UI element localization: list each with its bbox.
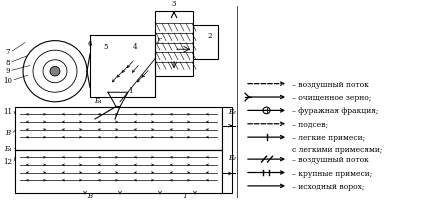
- Text: – фуражная фракция;: – фуражная фракция;: [292, 107, 379, 115]
- Text: В: В: [5, 129, 11, 137]
- Text: Б₂: Б₂: [228, 153, 236, 161]
- Text: Г: Г: [183, 191, 187, 199]
- Text: В: В: [87, 191, 93, 199]
- Text: 4: 4: [133, 43, 137, 51]
- Text: Б₂: Б₂: [228, 108, 236, 116]
- Text: с легкими примесями;: с легкими примесями;: [292, 145, 383, 153]
- Text: Б₁: Б₁: [4, 144, 12, 152]
- Circle shape: [50, 67, 60, 77]
- Text: 3: 3: [172, 0, 176, 8]
- Text: 2: 2: [208, 32, 212, 40]
- Text: – воздушный поток: – воздушный поток: [292, 80, 369, 88]
- Bar: [15, 107, 222, 150]
- Text: 7: 7: [6, 48, 10, 56]
- Bar: [222, 107, 232, 193]
- Text: 10: 10: [4, 76, 12, 84]
- Text: – очищенное зерно;: – очищенное зерно;: [292, 94, 372, 102]
- Text: 5: 5: [104, 43, 108, 51]
- Text: – крупные примеси;: – крупные примеси;: [292, 169, 372, 177]
- Bar: [15, 150, 222, 193]
- Text: 11: 11: [4, 108, 12, 116]
- Text: 8: 8: [6, 58, 10, 66]
- Text: Г: Г: [156, 36, 160, 44]
- Text: – воздушный поток: – воздушный поток: [292, 155, 369, 163]
- Text: – подсев;: – подсев;: [292, 120, 328, 128]
- Text: – исходный ворох;: – исходный ворох;: [292, 182, 364, 190]
- Text: 6: 6: [88, 39, 92, 47]
- Text: 12: 12: [4, 157, 12, 165]
- Text: Б₁: Б₁: [94, 96, 102, 104]
- Text: – легкие примеси;: – легкие примеси;: [292, 133, 365, 141]
- Bar: [193, 26, 218, 59]
- Bar: [155, 12, 193, 77]
- Text: 1: 1: [128, 87, 132, 95]
- Text: 9: 9: [6, 67, 10, 75]
